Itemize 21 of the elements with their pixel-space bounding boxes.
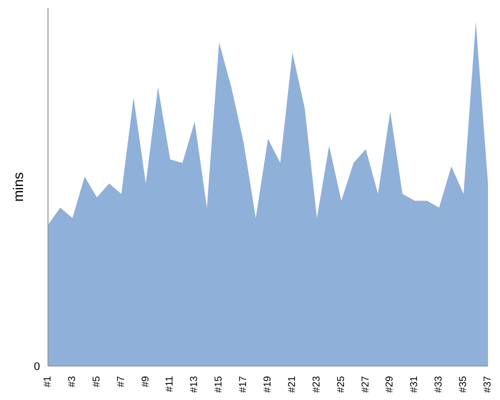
x-tick-label: #37 [482, 376, 494, 393]
x-tick-label: #5 [91, 376, 102, 388]
x-tick-label: #9 [140, 376, 152, 388]
x-tick-label: #17 [238, 376, 250, 393]
x-tick-label: #19 [262, 376, 274, 393]
x-tick-label: #13 [189, 376, 200, 393]
x-tick-label: #1 [42, 376, 54, 388]
x-tick-label: #23 [311, 376, 322, 393]
x-tick-label: #25 [336, 376, 347, 393]
x-tick-label: #33 [434, 376, 445, 393]
x-tick-label: #15 [214, 376, 225, 393]
x-tick-label: #31 [409, 376, 420, 393]
x-tick-label: #29 [384, 376, 396, 393]
x-tick-label: #35 [458, 376, 470, 393]
y-axis-title: mins [10, 172, 26, 202]
x-tick-label: #11 [164, 376, 176, 392]
x-tick-label: #3 [66, 376, 78, 388]
x-tick-label: #27 [360, 376, 372, 393]
text: 0 [34, 360, 40, 373]
x-tick-label: #21 [286, 376, 298, 393]
x-tick-label: #7 [116, 376, 127, 388]
